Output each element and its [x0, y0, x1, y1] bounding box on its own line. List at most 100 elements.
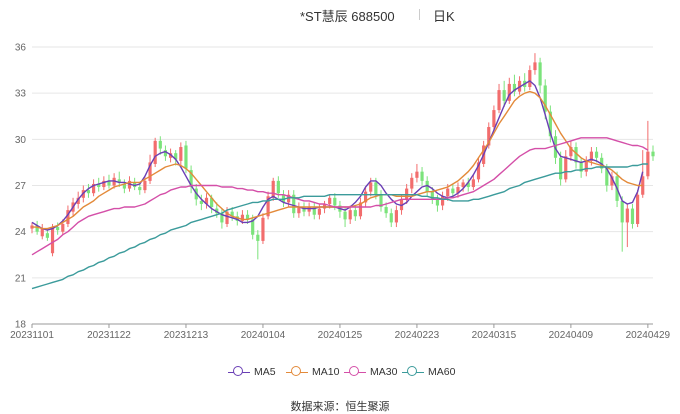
y-tick-label: 24 [15, 227, 27, 238]
candle-body [91, 183, 96, 194]
candle-body [625, 208, 629, 223]
candle-body [251, 219, 255, 235]
candle-body [40, 228, 44, 237]
candle-body [235, 216, 239, 221]
ma60-line [31, 163, 648, 290]
legend-ma30-label: MA30 [370, 366, 398, 378]
candle-body [548, 111, 552, 137]
candle-body [502, 90, 506, 101]
candle-body [620, 200, 624, 223]
legend-ma60-label: MA60 [428, 366, 456, 378]
x-tick-label: 20240409 [549, 330, 594, 340]
legend-ma30-icon [344, 366, 366, 378]
candle-body [312, 207, 316, 215]
candle-body [143, 180, 147, 191]
candle-body [358, 202, 363, 217]
candle-body [122, 183, 126, 189]
candle-body [163, 150, 168, 157]
candle-body [86, 190, 91, 194]
candle-body [220, 213, 224, 223]
candle-body [353, 210, 357, 217]
candle-body [261, 217, 265, 241]
candle-body [112, 177, 116, 186]
x-tick-label: 20231213 [164, 330, 209, 340]
candle-body [471, 179, 475, 188]
legend-ma10-icon [286, 366, 308, 378]
candle-body [605, 168, 609, 186]
candle-body [451, 188, 455, 194]
candle-body [276, 180, 280, 194]
y-tick-label: 21 [15, 273, 27, 284]
candle-body [559, 157, 563, 180]
candle-body [384, 207, 388, 214]
candle-body [174, 153, 178, 160]
x-tick-label: 20231101 [10, 330, 54, 340]
candle-body [343, 211, 347, 220]
candle-body [102, 180, 106, 188]
candle-body [476, 162, 481, 180]
candle-body [61, 223, 65, 232]
candle-body [35, 225, 39, 232]
candle-body [292, 194, 296, 214]
stock-title: *ST慧辰 688500 [300, 9, 395, 24]
candle-body [97, 183, 101, 188]
candle-body [245, 214, 250, 220]
candle-body [210, 197, 214, 208]
candle-body [225, 211, 229, 224]
x-tick-label: 20240223 [395, 330, 440, 340]
candle-body [420, 171, 424, 181]
candle-body [636, 194, 640, 224]
candle-body [461, 182, 465, 188]
chart-header: *ST慧辰 688500 日K [0, 4, 680, 24]
candle-body [651, 151, 655, 157]
candle-body [328, 197, 332, 204]
candle-body [379, 194, 383, 208]
candle-body [266, 196, 270, 217]
candle-body [153, 140, 157, 164]
period-label[interactable]: 日K [433, 9, 455, 24]
candle-body [466, 182, 470, 188]
candle-body [297, 207, 301, 214]
candle-body [189, 170, 193, 188]
chart-legend: MA5 MA10 MA30 MA60 [0, 366, 680, 382]
candle-body [364, 191, 368, 203]
legend-ma5-label: MA5 [254, 366, 276, 378]
candle-body [446, 188, 450, 197]
candle-body [307, 207, 311, 212]
candle-body [184, 145, 188, 169]
title-separator [419, 9, 420, 20]
candle-body [507, 83, 511, 101]
legend-ma10-label: MA10 [312, 366, 340, 378]
candle-body [179, 147, 183, 161]
ma5-line [31, 80, 644, 231]
candle-body [543, 85, 547, 112]
candle-body [405, 188, 409, 200]
candle-body [230, 211, 234, 217]
y-tick-label: 30 [15, 135, 27, 146]
x-tick-label: 20240104 [241, 330, 286, 340]
ma30-line [31, 137, 649, 256]
candle-body [66, 210, 70, 224]
candle-body [302, 207, 306, 212]
legend-ma10[interactable]: MA10 [286, 366, 339, 378]
candle-body [76, 197, 80, 204]
candle-body [317, 208, 321, 215]
candle-body [256, 234, 260, 241]
candle-body [641, 176, 645, 195]
legend-ma30[interactable]: MA30 [344, 366, 397, 378]
y-tick-label: 27 [15, 181, 27, 192]
x-tick-label: 20240429 [626, 330, 671, 340]
candle-body [410, 177, 414, 189]
candlestick-chart[interactable]: 18 21 24 27 30 33 36 20231101 20231122 20231213 20… [0, 0, 680, 341]
candle-body [133, 182, 137, 188]
legend-ma5[interactable]: MA5 [228, 366, 276, 378]
candle-body [538, 62, 542, 86]
candle-body [287, 194, 291, 203]
candle-body [492, 110, 496, 128]
legend-ma60[interactable]: MA60 [402, 366, 455, 378]
candle-body [430, 191, 434, 200]
x-tick-label: 20231122 [87, 330, 131, 340]
candle-body [435, 199, 440, 206]
candle-body [138, 187, 142, 191]
candle-body [610, 176, 614, 186]
